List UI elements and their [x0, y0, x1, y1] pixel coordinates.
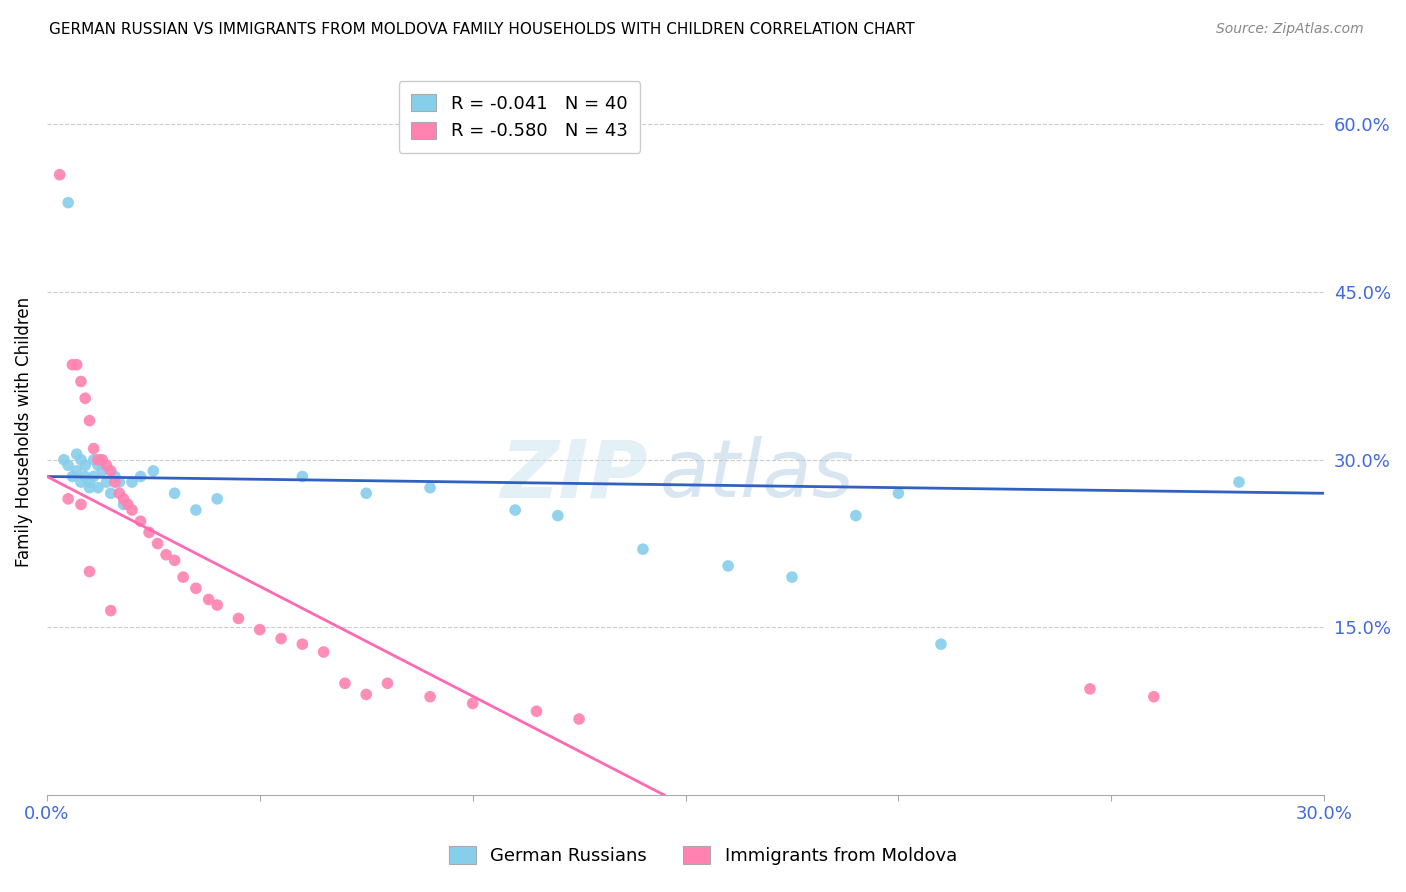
Text: GERMAN RUSSIAN VS IMMIGRANTS FROM MOLDOVA FAMILY HOUSEHOLDS WITH CHILDREN CORREL: GERMAN RUSSIAN VS IMMIGRANTS FROM MOLDOV… [49, 22, 915, 37]
Point [75, 458, 97, 473]
Point [155, 548, 177, 562]
Point [717, 558, 740, 573]
Point [419, 481, 441, 495]
Point [104, 475, 127, 489]
Point [66, 358, 89, 372]
Point [83, 469, 105, 483]
Point [48, 168, 70, 182]
Point [79, 414, 101, 428]
Point [1227, 475, 1250, 489]
Point [75, 391, 97, 405]
Point [129, 469, 152, 483]
Point [75, 469, 97, 483]
Text: atlas: atlas [659, 436, 855, 515]
Point [108, 475, 131, 489]
Point [87, 481, 110, 495]
Point [228, 611, 250, 625]
Point [631, 542, 654, 557]
Text: Source: ZipAtlas.com: Source: ZipAtlas.com [1216, 22, 1364, 37]
Point [333, 676, 356, 690]
Point [112, 491, 135, 506]
Point [66, 464, 89, 478]
Point [547, 508, 569, 523]
Point [503, 503, 526, 517]
Point [291, 469, 314, 483]
Point [142, 464, 165, 478]
Point [163, 486, 186, 500]
Point [312, 645, 335, 659]
Point [354, 688, 377, 702]
Point [70, 375, 93, 389]
Point [249, 623, 271, 637]
Point [83, 452, 105, 467]
Point [121, 475, 143, 489]
Point [91, 464, 114, 478]
Point [112, 498, 135, 512]
Point [121, 503, 143, 517]
Point [52, 452, 75, 467]
Point [1143, 690, 1166, 704]
Point [1078, 681, 1101, 696]
Point [96, 475, 118, 489]
Point [568, 712, 591, 726]
Y-axis label: Family Households with Children: Family Households with Children [15, 297, 32, 566]
Legend: R = -0.041   N = 40, R = -0.580   N = 43: R = -0.041 N = 40, R = -0.580 N = 43 [398, 81, 640, 153]
Point [117, 498, 139, 512]
Point [184, 503, 207, 517]
Point [87, 452, 110, 467]
Point [526, 704, 548, 718]
Point [377, 676, 399, 690]
Point [56, 195, 79, 210]
Point [83, 442, 105, 456]
Point [91, 452, 114, 467]
Point [197, 592, 219, 607]
Point [887, 486, 910, 500]
Point [129, 514, 152, 528]
Point [66, 447, 89, 461]
Point [104, 469, 127, 483]
Point [205, 491, 228, 506]
Point [138, 525, 160, 540]
Point [929, 637, 952, 651]
Point [291, 637, 314, 651]
Point [100, 604, 122, 618]
Point [70, 452, 93, 467]
Point [780, 570, 803, 584]
Point [79, 565, 101, 579]
Point [146, 536, 169, 550]
Point [172, 570, 194, 584]
Point [56, 491, 79, 506]
Point [205, 598, 228, 612]
Point [70, 475, 93, 489]
Point [79, 481, 101, 495]
Legend: German Russians, Immigrants from Moldova: German Russians, Immigrants from Moldova [439, 836, 967, 876]
Point [108, 486, 131, 500]
Point [461, 697, 484, 711]
Point [419, 690, 441, 704]
Point [163, 553, 186, 567]
Text: ZIP: ZIP [499, 436, 647, 515]
Point [100, 464, 122, 478]
Point [184, 582, 207, 596]
Point [845, 508, 868, 523]
Point [62, 358, 84, 372]
Point [79, 475, 101, 489]
Point [56, 458, 79, 473]
Point [87, 458, 110, 473]
Point [354, 486, 377, 500]
Point [270, 632, 292, 646]
Point [70, 498, 93, 512]
Point [62, 469, 84, 483]
Point [100, 486, 122, 500]
Point [96, 458, 118, 473]
